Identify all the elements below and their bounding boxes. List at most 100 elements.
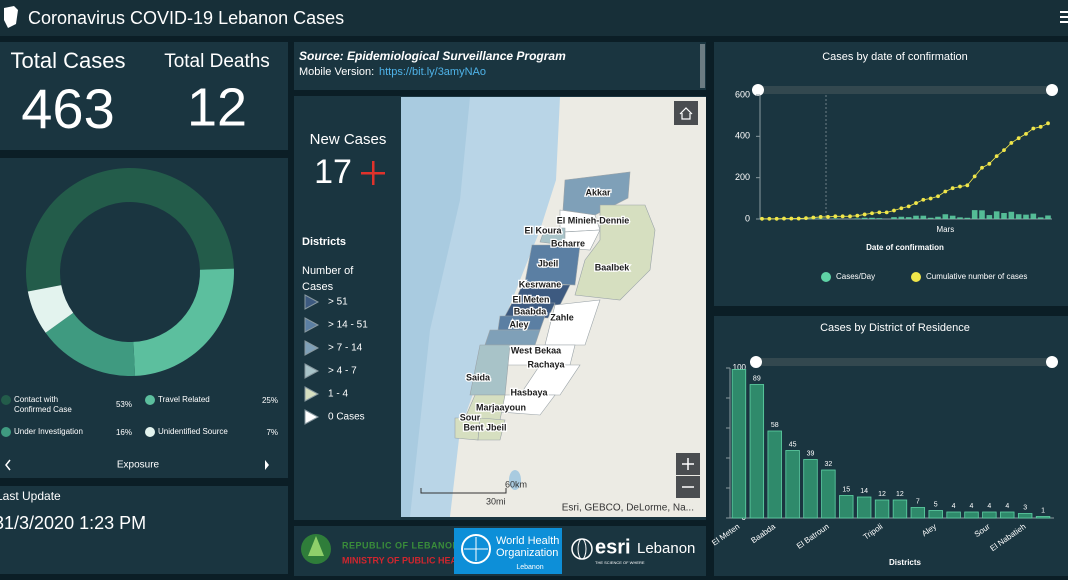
daily-bar[interactable] xyxy=(1023,214,1029,219)
cumulative-point[interactable] xyxy=(840,214,845,219)
cumulative-point[interactable] xyxy=(950,186,955,191)
cumulative-point[interactable] xyxy=(767,216,772,221)
cumulative-point[interactable] xyxy=(980,165,984,170)
daily-bar[interactable] xyxy=(920,215,927,219)
cumulative-point[interactable] xyxy=(833,214,838,219)
slider-handle[interactable] xyxy=(750,356,762,368)
bar[interactable] xyxy=(1035,516,1051,519)
next-arrow[interactable] xyxy=(265,460,269,470)
daily-bar[interactable] xyxy=(832,218,839,219)
district-label[interactable]: El Meten xyxy=(511,293,551,306)
pie-slice[interactable] xyxy=(133,268,235,376)
pie-slice[interactable] xyxy=(26,168,234,292)
district-label[interactable]: Jbeil xyxy=(536,257,559,270)
district-label[interactable]: El Koura xyxy=(523,224,564,237)
cumulative-point[interactable] xyxy=(862,212,867,217)
legend-label[interactable]: Cumulative number of cases xyxy=(926,272,1027,281)
bar[interactable] xyxy=(856,496,872,519)
cumulative-point[interactable] xyxy=(906,204,911,209)
daily-bar[interactable] xyxy=(1001,213,1007,219)
daily-bar[interactable] xyxy=(1015,214,1022,219)
district-label[interactable]: West Bekaa xyxy=(510,344,564,357)
cumulative-point[interactable] xyxy=(870,211,874,216)
cumulative-point[interactable] xyxy=(811,215,816,220)
district-label[interactable]: Aley xyxy=(508,318,530,331)
bar[interactable] xyxy=(821,469,836,519)
daily-bar[interactable] xyxy=(1045,215,1051,219)
cumulative-point[interactable] xyxy=(760,216,764,221)
bar[interactable] xyxy=(749,384,765,519)
cumulative-point[interactable] xyxy=(943,189,948,194)
district-label[interactable]: Bent Jbeil xyxy=(462,421,508,434)
district-label[interactable]: Bcharre xyxy=(550,237,587,250)
daily-bar[interactable] xyxy=(1008,211,1015,219)
daily-bar[interactable] xyxy=(949,215,956,219)
bar[interactable] xyxy=(982,511,997,519)
cumulative-point[interactable] xyxy=(1009,141,1014,145)
cumulative-point[interactable] xyxy=(1046,121,1050,126)
district-label[interactable]: Baalbek xyxy=(593,261,631,274)
district-label[interactable]: Marjaayoun xyxy=(475,401,528,414)
district-label[interactable]: Baabda xyxy=(512,305,548,318)
cumulative-point[interactable] xyxy=(782,216,786,221)
daily-bar[interactable] xyxy=(1030,213,1037,219)
district-label[interactable]: Sour xyxy=(458,411,481,424)
bar[interactable] xyxy=(839,495,854,519)
cumulative-point[interactable] xyxy=(818,215,823,219)
district-label[interactable]: Kesrwane xyxy=(517,278,562,291)
cumulative-point[interactable] xyxy=(921,197,926,202)
map[interactable] xyxy=(401,97,706,517)
cumulative-point[interactable] xyxy=(914,201,918,205)
district-label[interactable]: El Minieh-Dennie xyxy=(555,214,630,227)
daily-bar[interactable] xyxy=(898,216,905,219)
daily-bar[interactable] xyxy=(971,210,978,219)
district-label[interactable]: Akkar xyxy=(584,186,612,199)
slider-handle[interactable] xyxy=(1046,356,1058,368)
cumulative-point[interactable] xyxy=(1024,131,1028,136)
cumulative-point[interactable] xyxy=(848,214,852,219)
cumulative-point[interactable] xyxy=(1038,124,1043,129)
daily-bar[interactable] xyxy=(905,217,912,219)
menu-icon[interactable] xyxy=(1060,11,1068,23)
daily-bar[interactable] xyxy=(891,217,897,219)
cumulative-point[interactable] xyxy=(958,184,962,189)
daily-bar[interactable] xyxy=(869,217,875,219)
bar[interactable] xyxy=(892,499,908,519)
daily-bar[interactable] xyxy=(957,217,963,219)
zoom-out[interactable] xyxy=(676,476,700,498)
district-label[interactable]: Hasbaya xyxy=(509,386,550,399)
pie-slice[interactable] xyxy=(27,285,74,333)
cumulative-point[interactable] xyxy=(884,210,889,215)
daily-bar[interactable] xyxy=(1037,217,1044,219)
daily-bar[interactable] xyxy=(854,218,861,219)
cumulative-point[interactable] xyxy=(877,210,882,215)
daily-bar[interactable] xyxy=(942,214,949,219)
bar[interactable] xyxy=(785,450,800,519)
bar[interactable] xyxy=(874,499,890,519)
pie-slice[interactable] xyxy=(45,312,136,376)
mobile-link[interactable]: https://bit.ly/3amyNAo xyxy=(379,66,486,78)
cumulative-point[interactable] xyxy=(994,154,999,159)
cumulative-point[interactable] xyxy=(774,216,779,221)
district-label[interactable]: Saida xyxy=(465,371,493,384)
legend-label[interactable]: Cases/Day xyxy=(836,272,875,281)
scrollbar[interactable] xyxy=(700,44,705,88)
cumulative-point[interactable] xyxy=(1002,148,1006,153)
district-label[interactable]: Zahle xyxy=(549,311,575,324)
cumulative-point[interactable] xyxy=(899,206,904,211)
slider-handle[interactable] xyxy=(752,84,764,96)
zoom-in[interactable] xyxy=(676,453,700,475)
prev-arrow[interactable] xyxy=(5,459,11,471)
cumulative-point[interactable] xyxy=(1031,126,1036,131)
daily-bar[interactable] xyxy=(979,210,985,219)
bar[interactable] xyxy=(928,510,943,519)
bar[interactable] xyxy=(946,511,961,519)
daily-bar[interactable] xyxy=(861,217,868,219)
slider-handle[interactable] xyxy=(1046,84,1058,96)
home-button[interactable] xyxy=(674,101,698,125)
cumulative-point[interactable] xyxy=(789,216,794,221)
daily-bar[interactable] xyxy=(993,211,1000,219)
cumulative-point[interactable] xyxy=(826,215,830,219)
bar[interactable] xyxy=(803,459,818,519)
bar[interactable] xyxy=(910,507,926,519)
